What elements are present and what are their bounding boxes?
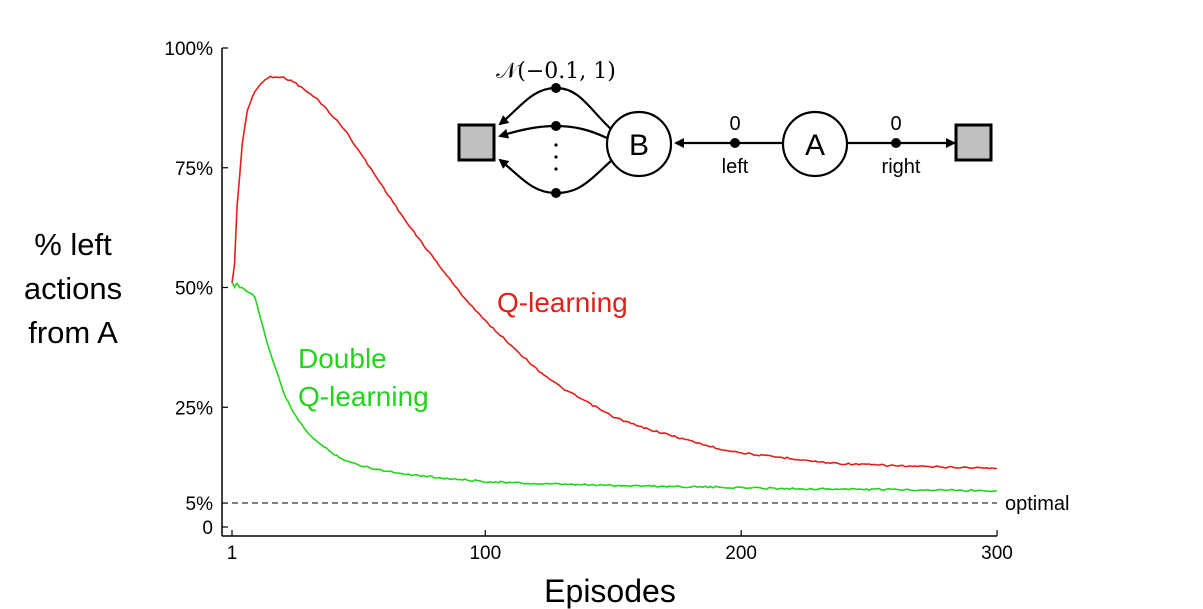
y-tick-label: 0: [202, 518, 213, 539]
x-axis-title: Episodes: [544, 573, 676, 609]
series-line-double-q-learning: [231, 282, 998, 493]
y-tick-label: 50%: [175, 279, 213, 300]
x-tick-label: 200: [725, 543, 757, 564]
state-a-label: A: [805, 129, 825, 162]
x-tick-label: 100: [469, 543, 501, 564]
y-axis-title-line-2: actions: [24, 271, 122, 306]
b-transition-dot-bottom: [551, 188, 561, 198]
left-action-dot: [730, 138, 740, 148]
state-b-label: B: [629, 129, 649, 162]
y-tick-label: 75%: [175, 159, 213, 180]
axes: [221, 48, 997, 537]
right-reward-label: 0: [890, 113, 901, 135]
x-ticks: 1 100 200 300: [227, 530, 1013, 564]
y-axis-title-line-3: from A: [28, 315, 118, 350]
right-action-label: right: [882, 156, 921, 178]
y-tick-label: 25%: [175, 398, 213, 419]
distribution-label: 𝒩(−0.1, 1): [496, 59, 616, 84]
y-axis-title-line-1: % left: [34, 227, 112, 262]
b-transition-dot-middle: [551, 121, 561, 131]
series-line-q-learning: [231, 75, 997, 470]
y-axis-title: % left actions from A: [24, 227, 122, 350]
series-label-double-q-learning-line-2: Q-learning: [298, 381, 429, 412]
ellipsis-dot: [554, 155, 558, 159]
y-ticks: 0 5% 25% 50% 75% 100%: [164, 39, 228, 539]
b-transition-dot-top: [551, 83, 561, 93]
optimal-label: optimal: [1005, 493, 1069, 515]
y-tick-label: 100%: [164, 39, 213, 60]
ellipsis-dot: [554, 167, 558, 171]
terminal-state-right: [954, 123, 993, 162]
terminal-state-left: [457, 123, 496, 162]
series-label-q-learning: Q-learning: [497, 287, 628, 318]
right-action-dot: [891, 138, 901, 148]
series-label-double-q-learning-line-1: Double: [298, 343, 387, 374]
ellipsis-dot: [554, 143, 558, 147]
state-a-node: [781, 110, 849, 178]
x-tick-label: 300: [981, 543, 1013, 564]
mdp-diagram: 𝒩(−0.1, 1) 0 left 0 right B A: [457, 59, 993, 198]
y-tick-label: 5%: [186, 494, 214, 515]
state-b-node: [605, 110, 673, 178]
series-label-double-q-learning: Double Q-learning: [298, 343, 429, 412]
x-tick-label: 1: [227, 543, 238, 564]
left-reward-label: 0: [729, 113, 740, 135]
left-action-label: left: [722, 156, 749, 178]
